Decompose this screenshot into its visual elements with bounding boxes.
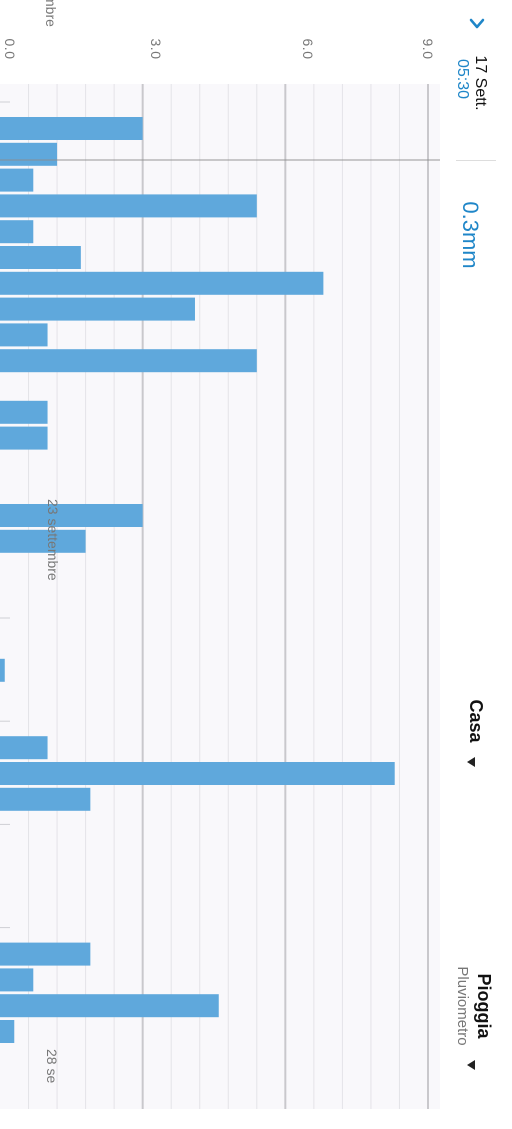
bar-5[interactable] xyxy=(0,246,81,269)
caret-down-icon xyxy=(467,757,475,767)
metric-title: Pioggia xyxy=(474,973,494,1039)
bar-26[interactable] xyxy=(0,787,91,811)
bar-6[interactable] xyxy=(0,271,324,295)
cursor-time: 05:30 xyxy=(454,58,471,100)
y-tick-label-2: 6.0 xyxy=(300,38,316,60)
bar-0[interactable] xyxy=(0,117,143,140)
bar-24[interactable] xyxy=(0,736,48,760)
bar-32[interactable] xyxy=(0,942,91,966)
chart-plot-area[interactable] xyxy=(0,84,440,1109)
bar-8[interactable] xyxy=(0,323,48,347)
bar-3[interactable] xyxy=(0,194,257,218)
cursor-line[interactable] xyxy=(0,159,441,161)
bar-34[interactable] xyxy=(0,994,219,1018)
bar-21[interactable] xyxy=(0,658,5,682)
bar-35[interactable] xyxy=(0,1020,15,1043)
y-tick-label-0: 0.0 xyxy=(2,38,18,60)
location-selector[interactable]: Casa xyxy=(456,690,496,775)
reading-value: 0.3mm xyxy=(458,201,483,269)
bar-11[interactable] xyxy=(0,400,48,424)
y-tick-label-1: 3.0 xyxy=(148,38,164,60)
rain-bar-chart xyxy=(0,84,429,1109)
date-label-23-settembre: 23 settembre xyxy=(45,499,61,581)
caret-down-icon xyxy=(467,1060,475,1070)
bar-1[interactable] xyxy=(0,142,58,166)
metric-subtitle: Pluviometro xyxy=(454,966,471,1046)
header-panel: 17 Sett. 05:30 0.3mm Casa Pioggia Pluvio… xyxy=(440,0,512,1109)
header-divider xyxy=(456,160,496,161)
bar-16[interactable] xyxy=(0,529,86,553)
y-tick-label-3: 9.0 xyxy=(420,38,436,60)
bar-4[interactable] xyxy=(0,220,34,244)
date-label-month-partial: mbre xyxy=(43,0,59,27)
bar-12[interactable] xyxy=(0,426,48,450)
chevron-left-icon xyxy=(469,18,485,29)
cursor-date: 17 Sett. xyxy=(472,55,489,111)
location-label: Casa xyxy=(466,699,486,743)
value-axis-strip: mbre 0.0 3.0 6.0 9.0 xyxy=(0,0,440,84)
back-button[interactable] xyxy=(462,10,492,40)
bar-33[interactable] xyxy=(0,968,34,992)
metric-selector[interactable]: Pioggia Pluviometro xyxy=(444,960,508,1075)
date-label-28-settembre: 28 se xyxy=(44,1049,60,1084)
bar-25[interactable] xyxy=(0,762,395,785)
bar-9[interactable] xyxy=(0,349,257,373)
bar-15[interactable] xyxy=(0,504,143,527)
bar-7[interactable] xyxy=(0,297,195,321)
bar-2[interactable] xyxy=(0,168,34,192)
